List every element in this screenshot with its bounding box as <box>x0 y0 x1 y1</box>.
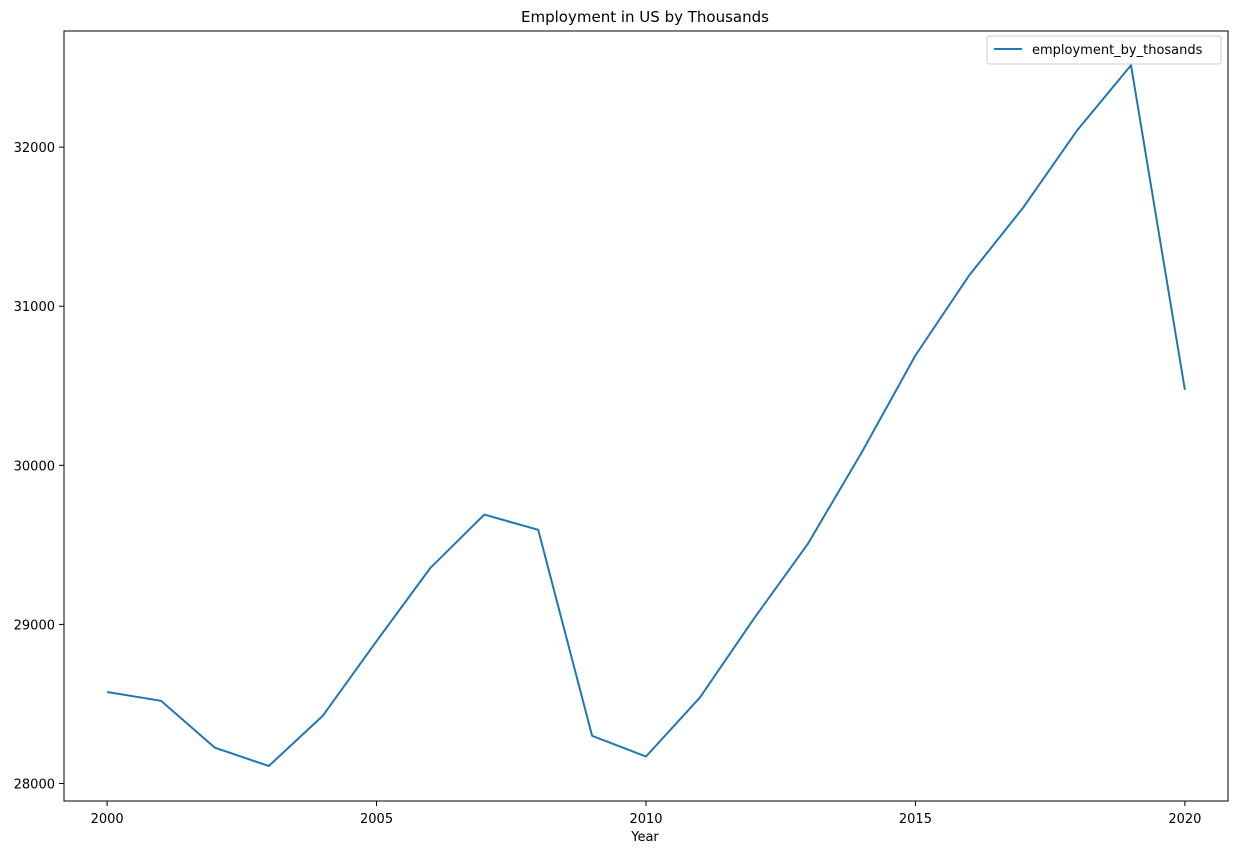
chart-title: Employment in US by Thousands <box>521 8 769 26</box>
plot-frame <box>63 30 1229 802</box>
legend: employment_by_thosands <box>986 35 1222 65</box>
y-tick-label: 31000 <box>14 300 55 315</box>
plot-area <box>63 30 1229 802</box>
series-lines <box>106 64 1186 767</box>
x-tick-label: 2010 <box>629 812 662 827</box>
y-tick-label: 32000 <box>14 141 55 156</box>
x-axis-label: Year <box>630 830 659 845</box>
y-tick-label: 28000 <box>14 778 55 793</box>
x-tick-label: 2000 <box>91 812 124 827</box>
legend-label: employment_by_thosands <box>1032 43 1203 58</box>
x-tick-label: 2020 <box>1168 812 1201 827</box>
y-axis-ticks: 28000 29000 30000 31000 32000 <box>14 141 64 793</box>
legend-box <box>986 35 1222 65</box>
x-axis-ticks: 2000 2005 2010 2015 2020 <box>91 801 1201 827</box>
x-tick-label: 2005 <box>360 812 393 827</box>
y-tick-label: 30000 <box>14 459 55 474</box>
x-tick-label: 2015 <box>899 812 932 827</box>
series-line <box>106 64 1186 767</box>
y-tick-label: 29000 <box>14 618 55 633</box>
